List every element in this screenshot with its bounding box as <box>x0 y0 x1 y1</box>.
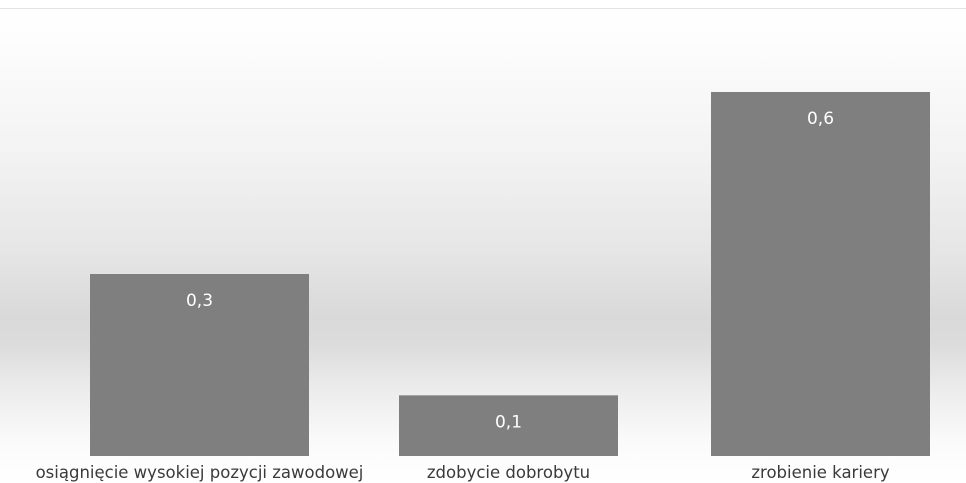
data-label-1: 0,3 <box>186 291 213 311</box>
category-label-3: zrobienie kariery <box>751 463 890 482</box>
category-label-2: zdobycie dobrobytu <box>427 463 590 482</box>
data-label-2: 0,1 <box>495 412 522 432</box>
category-label-1: osiągnięcie wysokiej pozycji zawodowej <box>36 463 364 482</box>
bar-2 <box>399 395 618 456</box>
bar-3 <box>711 92 930 456</box>
chart-top-border <box>0 8 966 9</box>
bar-1 <box>90 274 309 456</box>
data-label-3: 0,6 <box>807 109 834 129</box>
